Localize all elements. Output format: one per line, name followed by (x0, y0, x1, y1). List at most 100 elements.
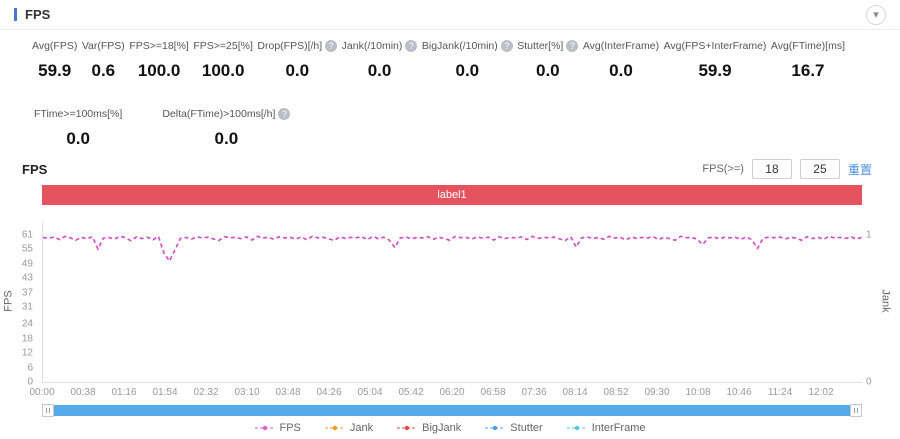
stat-value: 0.0 (609, 61, 633, 80)
legend-item-stutter[interactable]: Stutter (485, 422, 543, 434)
label-band-text: label1 (437, 189, 467, 201)
chart-legend: FPS Jank BigJank Stutter InterFrame (0, 422, 900, 434)
y-axis-tick: 0 (27, 376, 33, 388)
legend-item-interframe[interactable]: InterFrame (566, 422, 646, 434)
y-axis-tick: 12 (21, 347, 33, 359)
stat-item: Avg(FPS) 59.9 (32, 40, 77, 81)
stat-label: FPS>=18[%] (129, 40, 189, 52)
fps-threshold-max-input[interactable] (799, 159, 840, 179)
fps-threshold-min-input[interactable] (751, 159, 792, 179)
stat-item: BigJank(/10min)? 0.0 (422, 40, 513, 81)
x-axis-tick: 08:52 (603, 387, 629, 398)
chart-section-title: FPS (22, 162, 48, 177)
stat-value: 0.0 (214, 129, 239, 148)
y-axis-tick: 49 (21, 258, 33, 270)
y-axis-tick: 43 (21, 272, 33, 284)
y-axis-right-tick: 1 (866, 229, 872, 241)
y-axis-tick: 6 (27, 362, 33, 374)
x-axis-tick: 09:30 (644, 387, 670, 398)
reset-link[interactable]: 重置 (847, 162, 872, 177)
scrollbar-track[interactable] (54, 405, 850, 416)
stat-label: Stutter[%]? (517, 40, 579, 52)
chart-scrollbar (42, 404, 862, 417)
fps-threshold-controls: FPS(>=) 重置 (702, 159, 872, 179)
label-band: label1 (42, 185, 862, 205)
stat-label: Delta(FTime)>100ms[/h]? (162, 108, 291, 120)
stat-value: 0.0 (367, 61, 392, 80)
stat-item: FTime>=100ms[%] 0.0 (34, 108, 122, 149)
x-axis-tick: 00:00 (29, 387, 55, 398)
help-icon[interactable]: ? (405, 40, 418, 52)
chevron-down-icon: ▾ (873, 9, 879, 21)
y-axis-tick: 61 (21, 229, 33, 241)
legend-item-fps[interactable]: FPS (254, 422, 301, 434)
stat-label: Avg(FTime)[ms] (770, 40, 845, 52)
legend-marker-icon (397, 425, 418, 431)
stat-label: BigJank(/10min)? (422, 40, 513, 52)
x-axis-tick: 00:38 (70, 387, 96, 398)
collapse-button[interactable]: ▾ (866, 4, 886, 25)
stat-value: 100.0 (137, 61, 181, 80)
stat-label: Avg(InterFrame) (582, 40, 660, 52)
x-axis-tick: 03:48 (275, 387, 301, 398)
x-axis-tick: 11:24 (767, 387, 793, 398)
legend-label: InterFrame (591, 422, 646, 434)
x-axis-tick: 08:14 (562, 387, 588, 398)
stat-value: 100.0 (201, 61, 245, 80)
help-icon[interactable]: ? (278, 108, 291, 120)
x-axis-tick: 03:10 (234, 387, 260, 398)
x-axis-tick: 10:46 (726, 387, 752, 398)
x-axis-tick: 12:02 (808, 387, 834, 398)
stat-value: 0.0 (455, 61, 480, 80)
legend-marker-icon (324, 425, 345, 431)
legend-marker-icon (254, 425, 275, 431)
x-axis-tick: 06:20 (439, 387, 465, 398)
x-axis-tick: 04:26 (316, 387, 342, 398)
x-axis-tick: 10:08 (685, 387, 711, 398)
help-icon[interactable]: ? (325, 40, 338, 52)
stat-value: 0.0 (535, 61, 560, 80)
x-axis-tick: 01:54 (152, 387, 178, 398)
x-axis: 00:00 00:38 01:16 01:54 02:32 03:10 03:48 04:26… (29, 387, 862, 399)
legend-item-jank[interactable]: Jank (324, 422, 374, 434)
help-icon[interactable]: ? (500, 40, 513, 52)
stat-item: Jank(/10min)? 0.0 (342, 40, 418, 81)
panel-header: FPS ▾ (0, 0, 900, 30)
stat-label: Jank(/10min)? (342, 40, 418, 52)
y-axis-right-title: Jank (879, 289, 892, 313)
stat-value: 0.6 (91, 61, 116, 80)
stats-row-2: FTime>=100ms[%] 0.0 Delta(FTime)>100ms[/h]… (34, 108, 291, 149)
stat-item: FPS>=18[%] 100.0 (129, 40, 189, 81)
stat-label: FTime>=100ms[%] (34, 108, 123, 120)
legend-item-bigjank[interactable]: BigJank (397, 422, 461, 434)
panel-title: FPS (14, 8, 50, 21)
stat-item: FPS>=25[%] 100.0 (193, 40, 253, 81)
scrollbar-right-handle[interactable] (850, 404, 862, 417)
stat-value: 59.9 (38, 61, 72, 80)
y-axis-tick: 37 (21, 287, 33, 299)
stat-item: Stutter[%]? 0.0 (517, 40, 579, 81)
stat-item: Drop(FPS)[/h]? 0.0 (257, 40, 338, 81)
legend-marker-icon (485, 425, 506, 431)
x-axis-tick: 05:42 (398, 387, 424, 398)
stat-item: Avg(FTime)[ms] 16.7 (771, 40, 845, 81)
x-axis-tick: 06:58 (480, 387, 506, 398)
stat-value: 59.9 (698, 61, 732, 80)
stat-value: 0.0 (66, 129, 90, 148)
scrollbar-left-handle[interactable] (42, 404, 54, 417)
help-icon[interactable]: ? (566, 40, 579, 52)
y-axis-left: 0 6 12 18 24 31 37 43 49 55 61 (0, 222, 38, 388)
legend-label: Stutter (510, 422, 543, 434)
x-axis-tick: 05:04 (357, 387, 383, 398)
y-axis-tick: 18 (21, 333, 33, 345)
y-axis-tick: 31 (21, 301, 33, 313)
y-axis-right-tick: 0 (866, 376, 872, 388)
stat-label: Avg(FPS) (32, 40, 78, 52)
fps-line-chart[interactable] (42, 222, 862, 383)
stat-label: Avg(FPS+InterFrame) (663, 40, 767, 52)
legend-label: Jank (349, 422, 374, 434)
y-axis-tick: 55 (21, 243, 33, 255)
stat-value: 0.0 (285, 61, 310, 80)
stat-label: FPS>=25[%] (193, 40, 253, 52)
